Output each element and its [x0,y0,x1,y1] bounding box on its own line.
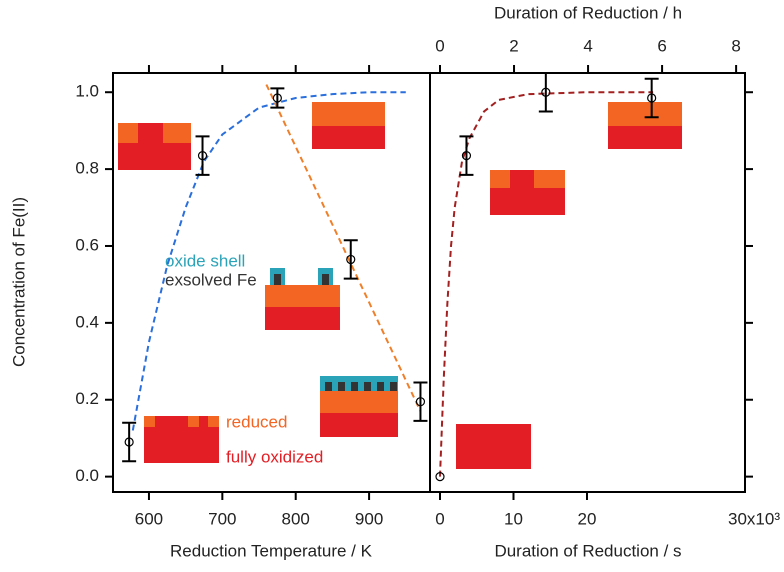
y-tick-label: 0.8 [75,159,99,178]
icon [320,413,398,437]
annotation: reduced [226,412,287,431]
x-tick-label: 900 [355,509,383,528]
y-tick-label: 0.6 [75,235,99,254]
error-bar [459,135,474,176]
x-tick-label: 800 [282,509,310,528]
icon [144,416,219,463]
y-tick-label: 0.2 [75,389,99,408]
error-bar [122,421,137,463]
annotation: fully oxidized [226,447,323,466]
x-tick-label: 10 [504,509,523,528]
x2-tick-label: 8 [731,36,740,55]
error-bar [270,87,285,109]
fit-curve [438,91,654,477]
icon [144,416,155,427]
annotation: oxide shell [165,251,245,270]
icon [208,416,219,427]
x2-axis-title: Duration of Reduction / h [494,3,682,22]
icon [490,170,510,188]
data-point [541,87,551,97]
data-point [346,254,356,265]
x2-tick-label: 6 [657,36,666,55]
error-bar [644,77,659,119]
error-bar [538,72,553,113]
fit-curve [265,84,422,412]
data-point [272,93,282,103]
fit-curve [131,91,406,431]
icon [534,170,565,188]
annotation: exsolved Fe [165,270,257,289]
x-tick-label: 600 [135,509,163,528]
data-point [415,397,426,407]
data-point [435,472,445,482]
icon [312,126,385,149]
x2-tick-label: 2 [509,36,518,55]
icon [118,123,138,143]
x-tick-label: 700 [208,509,236,528]
icon [322,274,329,285]
icon [320,391,398,413]
y-tick-label: 0.4 [75,312,99,331]
x2-tick-label: 4 [583,36,592,55]
x2-tick-label: 0 [435,36,444,55]
y-tick-label: 1.0 [75,82,99,101]
x-tick-label: 20 [578,509,597,528]
x-axis-title: Duration of Reduction / s [494,541,681,560]
data-point [647,93,657,103]
icons [118,102,682,469]
icon [274,274,281,285]
error-bar [195,135,210,176]
y-tick-label: 0.0 [75,466,99,485]
x-tick-label: 0 [435,509,444,528]
icon [608,126,682,149]
data-point [124,437,134,447]
icon [188,416,199,427]
icon [163,123,191,143]
x-axis-title: Reduction Temperature / K [170,541,373,560]
icon [312,102,385,126]
icon [265,285,340,307]
icon [265,307,340,330]
icon [456,424,531,469]
icon [325,382,397,391]
error-bar [413,381,428,422]
x-multiplier: 30x10³ [728,509,780,528]
icon [608,102,682,126]
data-point [197,151,208,161]
error-bar [343,239,358,280]
data-point [461,151,472,161]
y-axis-title: Concentration of Fe(II) [9,197,28,367]
